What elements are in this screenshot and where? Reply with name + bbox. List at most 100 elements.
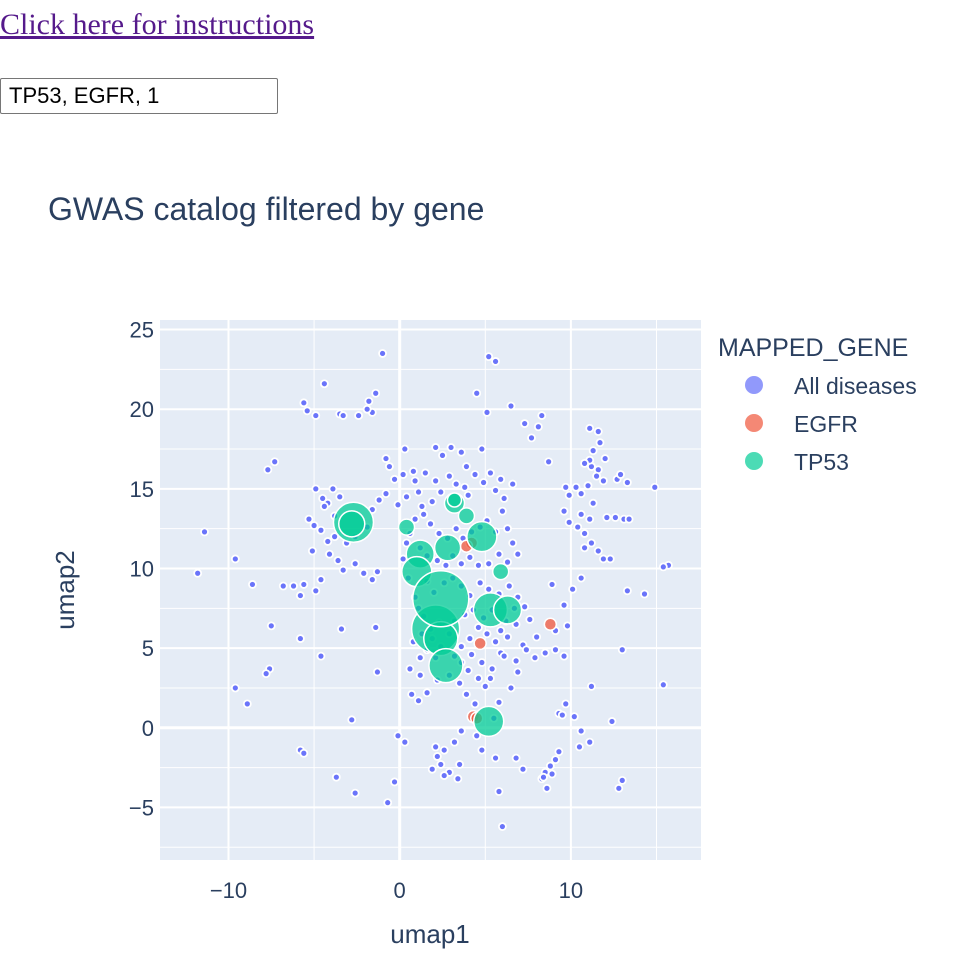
all-diseases-point[interactable] [415,670,425,680]
all-diseases-point[interactable] [385,462,394,471]
all-diseases-point[interactable] [580,458,589,468]
all-diseases-point[interactable] [316,575,326,585]
all-diseases-point[interactable] [477,444,487,454]
all-diseases-point[interactable] [432,752,442,761]
all-diseases-point[interactable] [583,481,593,491]
all-diseases-point[interactable] [496,626,506,636]
all-diseases-point[interactable] [455,760,465,769]
all-diseases-point[interactable] [607,717,617,726]
all-diseases-point[interactable] [456,447,466,457]
all-diseases-point[interactable] [557,710,567,720]
all-diseases-point[interactable] [551,755,560,765]
all-diseases-point[interactable] [438,450,447,460]
all-diseases-point[interactable] [316,651,326,661]
all-diseases-point[interactable] [474,623,483,632]
all-diseases-point[interactable] [230,554,240,564]
all-diseases-point[interactable] [585,423,595,433]
all-diseases-point[interactable] [494,787,504,796]
tp53-point[interactable] [412,570,470,628]
all-diseases-point[interactable] [311,484,321,494]
all-diseases-point[interactable] [426,519,435,529]
all-diseases-point[interactable] [600,454,610,463]
all-diseases-point[interactable] [422,688,432,698]
all-diseases-point[interactable] [295,634,305,643]
tp53-point[interactable] [457,507,476,525]
all-diseases-point[interactable] [446,443,456,452]
all-diseases-point[interactable] [518,764,528,774]
all-diseases-point[interactable] [470,470,480,479]
all-diseases-point[interactable] [477,745,487,755]
all-diseases-point[interactable] [588,498,598,508]
all-diseases-point[interactable] [414,487,423,497]
all-diseases-point[interactable] [482,407,492,417]
all-diseases-point[interactable] [278,581,288,591]
all-diseases-point[interactable] [498,822,507,831]
all-diseases-point[interactable] [463,490,473,500]
all-diseases-point[interactable] [580,529,589,538]
legend-item-egfr[interactable]: EGFR [745,411,858,437]
all-diseases-point[interactable] [460,482,470,492]
all-diseases-point[interactable] [595,438,605,448]
all-diseases-point[interactable] [559,506,569,516]
all-diseases-point[interactable] [525,615,535,624]
egfr-point[interactable] [473,636,487,651]
all-diseases-point[interactable] [486,674,495,683]
all-diseases-point[interactable] [364,396,374,406]
tp53-point[interactable] [446,492,463,508]
all-diseases-point[interactable] [532,632,542,642]
all-diseases-point[interactable] [230,683,240,693]
all-diseases-point[interactable] [456,642,466,651]
all-diseases-point[interactable] [465,552,475,562]
instructions-link[interactable]: Click here for instructions [0,8,315,41]
tp53-point[interactable] [472,705,505,738]
tp53-point[interactable] [433,534,462,562]
tp53-point[interactable] [428,647,464,684]
all-diseases-point[interactable] [263,465,273,475]
all-diseases-point[interactable] [533,422,543,432]
all-diseases-point[interactable] [304,514,314,524]
all-diseases-point[interactable] [441,560,451,570]
all-diseases-point[interactable] [545,761,555,771]
all-diseases-point[interactable] [564,517,574,527]
all-diseases-point[interactable] [547,580,557,589]
all-diseases-point[interactable] [496,474,506,484]
all-diseases-point[interactable] [373,667,382,677]
all-diseases-point[interactable] [436,760,446,769]
all-diseases-point[interactable] [400,444,410,454]
all-diseases-point[interactable] [414,696,423,706]
all-diseases-point[interactable] [390,777,399,787]
all-diseases-point[interactable] [559,651,569,661]
all-diseases-point[interactable] [563,621,572,631]
all-diseases-point[interactable] [350,559,360,569]
all-diseases-point[interactable] [371,623,381,632]
all-diseases-point[interactable] [451,479,461,489]
all-diseases-point[interactable] [359,568,369,578]
all-diseases-point[interactable] [465,634,475,643]
all-diseases-point[interactable] [559,600,569,610]
all-diseases-point[interactable] [551,645,560,655]
all-diseases-point[interactable] [474,674,483,683]
all-diseases-point[interactable] [427,764,437,774]
all-diseases-point[interactable] [383,798,393,808]
all-diseases-point[interactable] [439,745,449,755]
all-diseases-point[interactable] [439,771,449,780]
legend-item-tp53[interactable]: TP53 [745,449,849,475]
all-diseases-point[interactable] [511,753,521,763]
all-diseases-point[interactable] [367,575,377,585]
all-diseases-point[interactable] [479,478,488,487]
all-diseases-point[interactable] [498,506,507,516]
all-diseases-point[interactable] [362,404,372,414]
all-diseases-point[interactable] [408,466,418,476]
gene-filter-input[interactable] [0,78,278,114]
all-diseases-point[interactable] [410,514,420,524]
all-diseases-point[interactable] [599,476,608,486]
all-diseases-point[interactable] [330,532,340,542]
all-diseases-point[interactable] [463,666,473,675]
all-diseases-point[interactable] [491,637,500,647]
all-diseases-point[interactable] [506,683,516,693]
all-diseases-point[interactable] [381,489,391,499]
all-diseases-point[interactable] [585,514,595,524]
all-diseases-point[interactable] [640,589,649,599]
all-diseases-point[interactable] [617,775,627,785]
all-diseases-point[interactable] [614,783,624,793]
